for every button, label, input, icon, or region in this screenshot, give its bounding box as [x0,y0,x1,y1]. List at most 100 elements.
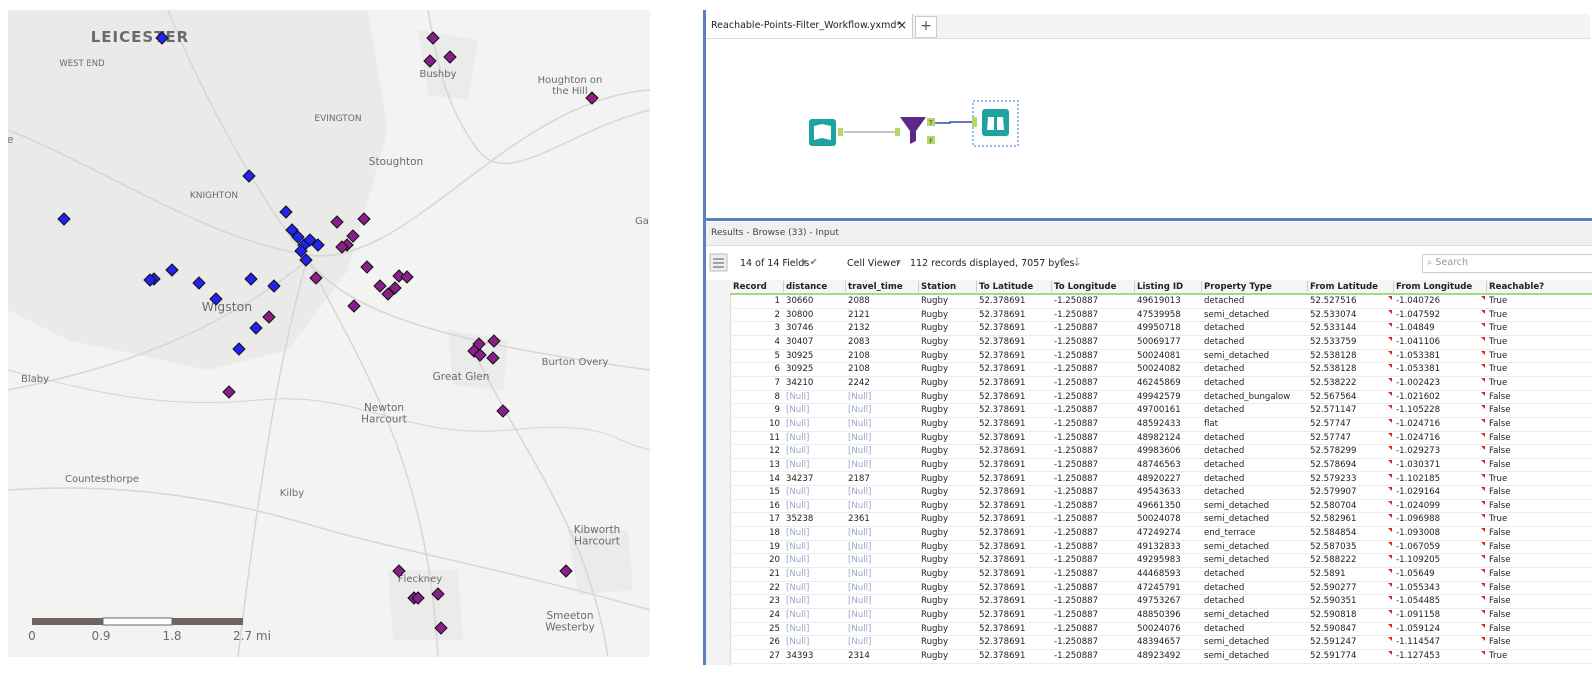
cell-marker [1388,637,1392,641]
table-cell: [Null] [786,486,809,498]
table-cell: 49753267 [1137,595,1181,607]
column-header: travel_time [848,281,903,293]
table-cell: -1.250887 [1054,336,1098,348]
cell-marker [1481,501,1485,505]
table-cell: semi_detached [1204,541,1269,553]
table-cell: 34237 [786,473,813,485]
place-label: Blaby [21,374,49,385]
scale-label: 0.9 [91,629,110,643]
cell-marker [1388,651,1392,655]
column-divider [1201,281,1202,292]
table-cell: [Null] [786,541,809,553]
table-cell: 52.587035 [1310,541,1356,553]
scale-label: 1.8 [162,629,181,643]
table-cell: [Null] [848,391,871,403]
table-cell: Rugby [921,541,948,553]
table-cell: 50024076 [1137,623,1181,635]
table-cell: 49295983 [1137,554,1181,566]
table-cell: semi_detached [1204,350,1269,362]
table-cell: [Null] [848,636,871,648]
column-divider [1134,281,1135,292]
input-icon [814,124,831,140]
table-cell: semi_detached [1204,554,1269,566]
grid-icon[interactable] [709,253,729,273]
table-cell: 52.378691 [979,527,1025,539]
table-cell: -1.250887 [1054,486,1098,498]
cell-marker [1388,351,1392,355]
search-text[interactable]: Search [1435,257,1468,268]
table-cell: -1.024716 [1396,432,1440,444]
table-cell: 2108 [848,363,870,375]
tab-title[interactable]: Reachable-Points-Filter_Workflow.yxmd* [711,20,901,31]
cell-viewer[interactable]: Cell Viewer [847,258,900,269]
table-cell: True [1489,513,1507,525]
table-cell: 11 [740,432,780,444]
table-cell: 13 [740,459,780,471]
place-label: Kibworth [574,524,621,536]
table-cell: Rugby [921,459,948,471]
table-cell: semi_detached [1204,309,1269,321]
table-cell: [Null] [848,554,871,566]
place-label: Wigston [202,299,252,314]
table-cell: True [1489,363,1507,375]
table-cell: Rugby [921,609,948,621]
table-cell: True [1489,295,1507,307]
cell-marker [1388,364,1392,368]
cell-marker [1388,583,1392,587]
table-cell: 1 [740,295,780,307]
table-cell: 52.378691 [979,418,1025,430]
table-cell: 2242 [848,377,870,389]
results-title: Results - Browse (33) - Input [711,228,839,238]
scale-segment [103,618,172,625]
tab-close[interactable]: × [897,18,907,32]
table-cell: 14 [740,473,780,485]
table-cell: [Null] [848,418,871,430]
table-cell: [Null] [848,568,871,580]
cell-marker [1481,351,1485,355]
sort-arrows[interactable]: ↑ ↓ [1058,255,1082,269]
table-cell: False [1489,554,1511,566]
table-cell: Rugby [921,445,948,457]
table-cell: 52.590847 [1310,623,1356,635]
table-cell: detached [1204,363,1244,375]
browse-tool[interactable] [982,109,1009,136]
fields-selector[interactable]: 14 of 14 Fields [740,258,809,269]
filter-tool[interactable] [900,117,926,144]
table-cell: semi_detached [1204,636,1269,648]
column-header: Station [921,281,956,293]
cell-marker [1388,555,1392,559]
table-cell: 52.57747 [1310,418,1351,430]
table-cell: 52.57747 [1310,432,1351,444]
cell-marker [1481,624,1485,628]
table-cell: -1.024099 [1396,500,1440,512]
table-cell: -1.250887 [1054,582,1098,594]
table-cell: False [1489,527,1511,539]
table-cell: [Null] [786,391,809,403]
table-cell: 48982124 [1137,432,1181,444]
table-cell: semi_detached [1204,609,1269,621]
place-label: Harcourt [361,414,407,426]
search-placeholder[interactable]: ⌕ Search [1427,257,1468,268]
column-header: Record [733,281,767,293]
new-tab[interactable]: + [915,16,937,38]
table-cell: Rugby [921,473,948,485]
cell-marker [1481,514,1485,518]
table-cell: detached [1204,322,1244,334]
table-cell: True [1489,377,1507,389]
cell-marker [1481,419,1485,423]
table-cell: -1.250887 [1054,322,1098,334]
table-cell: False [1489,582,1511,594]
table-cell: False [1489,636,1511,648]
table-cell: 49619013 [1137,295,1181,307]
table-cell: 52.584854 [1310,527,1356,539]
table-cell: Rugby [921,432,948,444]
table-cell: 52.538128 [1310,363,1356,375]
table-cell: -1.109205 [1396,554,1440,566]
table-cell: Rugby [921,527,948,539]
table-cell: [Null] [786,459,809,471]
table-cell: 4 [740,336,780,348]
table-cell: 52.378691 [979,295,1025,307]
cell-marker [1481,337,1485,341]
table-cell: -1.250887 [1054,363,1098,375]
table-cell: [Null] [786,527,809,539]
